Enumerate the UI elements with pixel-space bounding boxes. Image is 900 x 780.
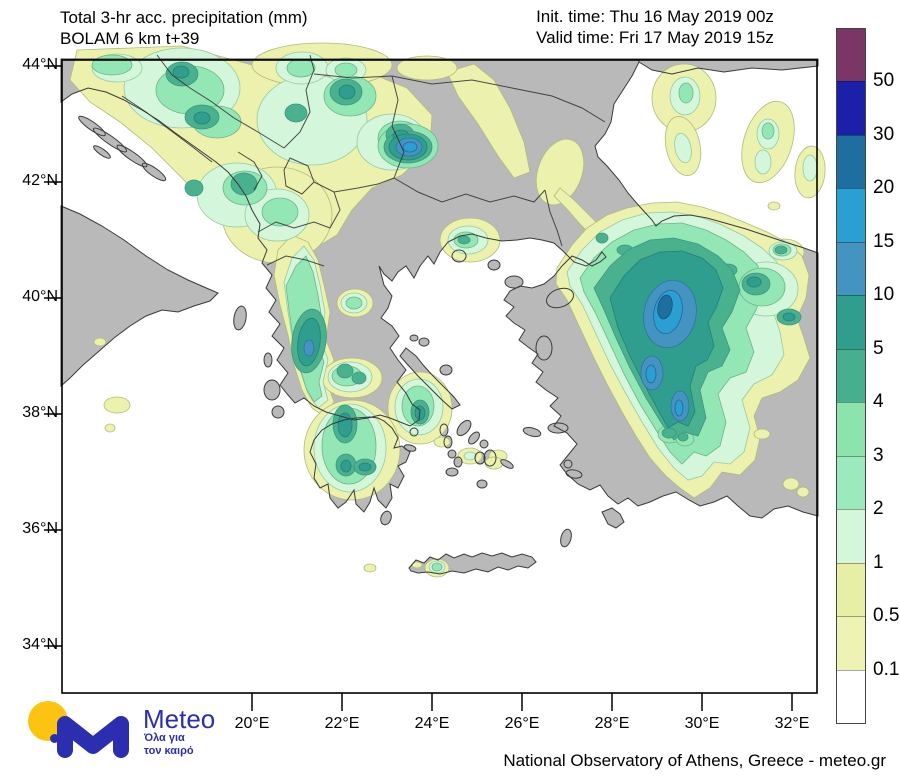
legend-segment: [837, 81, 865, 135]
legend-label: 0.5: [873, 605, 900, 626]
legend-label: 10: [873, 284, 895, 305]
legend-label: 3: [873, 445, 884, 466]
logo-tagline-line1: Όλα για: [144, 732, 185, 744]
logo-tagline-line2: τον καιρό: [144, 745, 194, 757]
logo-dot-icon: [50, 734, 59, 743]
legend-segment: [837, 455, 865, 510]
precip-layer-deep-blue: [657, 294, 673, 320]
legend-label: 20: [873, 177, 895, 198]
init-time: Init. time: Thu 16 May 2019 00z: [536, 7, 774, 26]
logo-tagline: Όλα για τον καιρό: [144, 732, 194, 758]
lat-label: 36°N: [22, 520, 58, 537]
lat-label: 40°N: [22, 288, 58, 305]
legend-segment: [837, 348, 865, 403]
legend-label: 15: [873, 231, 895, 252]
lon-label: 32°E: [774, 715, 810, 732]
lat-ticks: [44, 65, 62, 647]
lon-ticks: [251, 693, 793, 711]
legend-label: 5: [873, 338, 884, 359]
lat-label: 34°N: [22, 636, 58, 653]
title-line1: Total 3-hr acc. precipitation (mm): [60, 8, 308, 27]
legend-colorbar: [836, 28, 866, 724]
logo-brand-text: Meteo: [143, 704, 216, 734]
run-times: Init. time: Thu 16 May 2019 00z Valid tim…: [472, 6, 838, 48]
lon-label: 20°E: [234, 715, 270, 732]
legend-label: 4: [873, 391, 884, 412]
legend-segment: [837, 562, 865, 617]
lon-label: 26°E: [504, 715, 540, 732]
map-frame: [61, 59, 818, 694]
valid-time: Valid time: Fri 17 May 2019 15z: [536, 28, 774, 47]
map-layers: [60, 42, 826, 694]
legend-segment: [837, 509, 865, 563]
lon-label: 30°E: [684, 715, 720, 732]
legend-segment: [837, 402, 865, 456]
legend-segment: [837, 669, 865, 724]
legend-label: 30: [873, 124, 895, 145]
logo-m-icon: [57, 716, 129, 758]
legend-segment: [837, 188, 865, 242]
lon-label: 24°E: [414, 715, 450, 732]
lon-label: 28°E: [594, 715, 630, 732]
legend-label: 1: [873, 552, 884, 573]
legend-label: 2: [873, 498, 884, 519]
lat-label: 42°N: [22, 172, 58, 189]
country-borders-layer: [121, 54, 606, 267]
lat-label: 44°N: [22, 56, 58, 73]
legend-segment: [837, 241, 865, 296]
precipitation-map-canvas: [44, 42, 826, 711]
lon-label: 22°E: [324, 715, 360, 732]
legend-segment: [837, 616, 865, 670]
legend-segment: [837, 134, 865, 189]
title-line2: BOLAM 6 km t+39: [60, 29, 200, 48]
legend-label: 0.1: [873, 659, 900, 680]
attribution-text: National Observatory of Athens, Greece -…: [503, 751, 886, 770]
legend-segment: [837, 29, 865, 82]
legend-label: 50: [873, 70, 895, 91]
map-title: Total 3-hr acc. precipitation (mm) BOLAM …: [60, 7, 308, 49]
legend-segment: [837, 295, 865, 349]
lat-label: 38°N: [22, 404, 58, 421]
